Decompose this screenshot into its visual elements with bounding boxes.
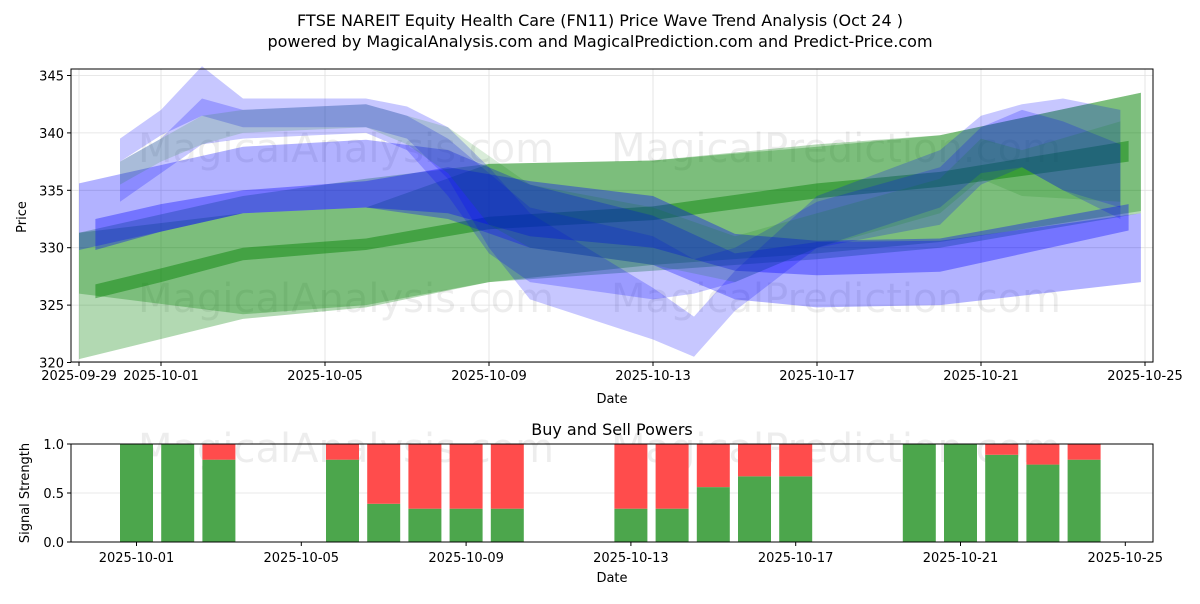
sell-bar <box>779 444 813 477</box>
main-x-tick-label: 2025-09-29 <box>41 369 117 384</box>
watermark-magicalprediction-bottom: MagicalPrediction.com <box>611 276 1061 322</box>
wave-bands <box>79 66 1141 360</box>
main-y-axis-label: Price <box>15 201 30 233</box>
blue-wave-2 <box>120 98 1121 300</box>
main-x-tick-label: 2025-10-25 <box>1107 369 1183 384</box>
buy-bar <box>655 508 689 542</box>
sell-bar <box>202 444 236 460</box>
power-y-ticks: 0.0 0.5 1.0 <box>43 438 71 551</box>
buy-bar <box>202 459 236 542</box>
main-y-tick-label: 330 <box>39 242 64 257</box>
watermark-magicalanalysis-bottom: MagicalAnalysis.com <box>138 276 554 322</box>
buy-bar <box>408 508 442 542</box>
power-x-tick-label: 2025-10-05 <box>264 551 340 566</box>
watermark-magicalanalysis-top: MagicalAnalysis.com <box>138 126 554 172</box>
sell-bar <box>449 444 483 509</box>
main-y-ticks: 320 325 330 335 340 345 <box>39 70 71 372</box>
main-x-tick-label: 2025-10-13 <box>615 369 691 384</box>
green-wide-band-2 <box>79 92 1141 360</box>
blue-wide-band <box>79 139 1141 308</box>
main-x-tick-label: 2025-10-01 <box>123 369 199 384</box>
power-x-tick-label: 2025-10-21 <box>923 551 999 566</box>
sell-bar <box>367 444 401 504</box>
power-chart-title: Buy and Sell Powers <box>531 420 693 439</box>
main-x-tick-label: 2025-10-17 <box>779 369 855 384</box>
main-x-ticks: 2025-09-29 2025-10-01 2025-10-05 2025-10-09… <box>41 362 1183 384</box>
sell-bar <box>655 444 689 509</box>
sell-bar <box>614 444 648 509</box>
sell-bar <box>1067 444 1101 460</box>
power-x-axis-label: Date <box>596 571 627 586</box>
main-y-tick-label: 325 <box>39 299 64 314</box>
sell-bar <box>985 444 1019 455</box>
buy-bar <box>161 444 195 542</box>
sell-bar <box>490 444 524 509</box>
green-wave-1 <box>120 104 1121 283</box>
sell-bar <box>696 444 730 488</box>
buy-bar <box>738 476 771 542</box>
buy-bar <box>985 454 1019 542</box>
power-bars <box>120 444 1101 542</box>
power-x-tick-label: 2025-10-25 <box>1088 551 1164 566</box>
main-x-axis-label: Date <box>596 392 627 407</box>
power-y-tick-label: 0.0 <box>43 536 64 551</box>
sell-bar <box>1026 444 1060 465</box>
power-x-tick-label: 2025-10-01 <box>99 551 175 566</box>
main-y-tick-label: 320 <box>39 357 64 372</box>
buy-bar <box>614 508 648 542</box>
buy-bar <box>490 508 524 542</box>
buy-bar <box>1026 464 1060 542</box>
green-wide-band <box>79 92 1141 315</box>
main-watermarks: MagicalAnalysis.com MagicalPrediction.co… <box>138 126 1061 322</box>
buy-bar <box>1067 459 1101 542</box>
green-trend-line <box>95 140 1129 299</box>
main-y-tick-label: 335 <box>39 184 64 199</box>
power-y-axis-label: Signal Strength <box>18 443 33 543</box>
buy-bar <box>326 459 359 542</box>
sell-bar <box>738 444 771 477</box>
main-axes-frame <box>70 68 1154 363</box>
main-x-tick-label: 2025-10-21 <box>943 369 1019 384</box>
sell-bar <box>326 444 359 460</box>
buy-bar <box>367 503 401 542</box>
title-line-2: powered by MagicalAnalysis.com and Magic… <box>267 32 932 51</box>
power-x-ticks: 2025-10-01 2025-10-05 2025-10-09 2025-10-13… <box>99 542 1163 566</box>
buy-bar <box>779 476 813 542</box>
main-y-tick-label: 340 <box>39 127 64 142</box>
sell-bar <box>408 444 442 509</box>
power-x-tick-label: 2025-10-09 <box>428 551 504 566</box>
title-line-1: FTSE NAREIT Equity Health Care (FN11) Pr… <box>297 11 903 30</box>
blue-mid-band <box>95 167 1129 276</box>
power-x-tick-label: 2025-10-13 <box>593 551 669 566</box>
buy-sell-power-chart: Buy and Sell Powers MagicalAnalysis.com … <box>18 420 1163 586</box>
power-y-tick-label: 1.0 <box>43 438 64 453</box>
buy-bar <box>120 444 153 542</box>
buy-bar <box>944 444 977 542</box>
price-wave-chart: MagicalAnalysis.com MagicalPrediction.co… <box>15 66 1183 407</box>
main-x-tick-label: 2025-10-09 <box>451 369 527 384</box>
power-x-tick-label: 2025-10-17 <box>758 551 834 566</box>
buy-bar <box>902 444 936 542</box>
buy-bar <box>449 508 483 542</box>
buy-bar <box>696 487 730 542</box>
main-plot-area <box>71 69 1153 362</box>
blue-wave-1 <box>120 66 1121 357</box>
power-y-tick-label: 0.5 <box>43 487 64 502</box>
main-x-tick-label: 2025-10-05 <box>287 369 363 384</box>
main-y-tick-label: 345 <box>39 70 64 85</box>
watermark-magicalprediction-top: MagicalPrediction.com <box>611 126 1061 172</box>
